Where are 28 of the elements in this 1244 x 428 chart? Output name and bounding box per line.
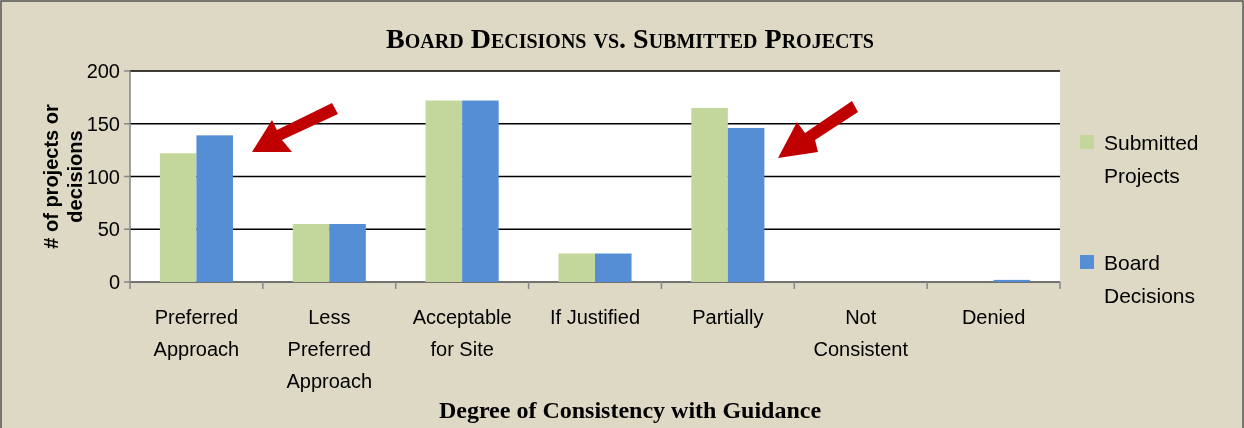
y-tick-label: 50: [97, 218, 120, 241]
x-tick-label: Not Consistent: [813, 306, 909, 360]
bar: [558, 253, 595, 282]
bar: [196, 135, 233, 282]
bar: [993, 279, 1031, 282]
x-tick-label: Partially: [692, 306, 764, 328]
x-tick-label: Preferred Approach: [153, 306, 240, 360]
x-axis-title: Degree of Consistency with Guidance: [438, 397, 822, 423]
legend-label: Board Decisions: [1104, 251, 1196, 308]
y-tick-label: 100: [86, 165, 120, 188]
y-tick-label: 150: [86, 112, 120, 135]
x-tick-label: Acceptable for Site: [412, 306, 512, 360]
bar: [727, 127, 765, 282]
y-tick-label: 0: [108, 271, 120, 293]
bar: [292, 223, 330, 282]
bar: [462, 100, 499, 282]
bar: [425, 100, 463, 282]
legend-label: Submitted Projects: [1104, 131, 1199, 188]
x-tick-label: If Justified: [549, 306, 641, 328]
y-axis-title: # of projects or decisions: [40, 104, 86, 249]
x-tick-label: Denied: [961, 306, 1026, 328]
y-tick-label: 200: [86, 60, 120, 82]
x-tick-label: Less Preferred Approach: [286, 306, 373, 392]
bar: [691, 107, 728, 282]
bar: [595, 253, 632, 282]
chart-title: Board Decisions vs. Submitted Projects: [386, 23, 874, 54]
bar: [159, 153, 197, 282]
bar: [329, 223, 366, 282]
